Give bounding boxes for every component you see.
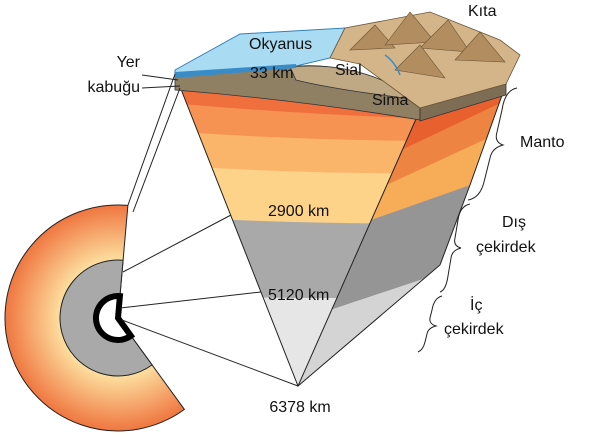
connector-line [133, 88, 180, 212]
label: 2900 km [268, 203, 329, 220]
label: Yer [117, 54, 141, 71]
label: Sial [335, 62, 362, 79]
shape [418, 296, 442, 352]
label: Manto [520, 134, 565, 151]
label: Kıta [468, 3, 497, 20]
label: kabuğu [88, 79, 141, 96]
earth-layers-diagram: Kıta Okyanus Yer kabuğu 33 km Sial Sima … [0, 0, 589, 437]
label: İç [470, 295, 482, 314]
label: Dış [502, 214, 526, 231]
connector-line [142, 75, 178, 80]
label: 33 km [250, 65, 294, 82]
label: çekirdek [476, 239, 537, 256]
label: 6378 km [269, 399, 330, 416]
section-inner-core [96, 296, 131, 340]
connector-line [123, 215, 231, 272]
connector-line [142, 86, 180, 88]
label: Okyanus [249, 36, 312, 53]
label: çekirdek [444, 321, 505, 338]
label: 5120 km [268, 287, 329, 304]
label: Sima [372, 92, 409, 109]
connector-line [120, 292, 261, 308]
